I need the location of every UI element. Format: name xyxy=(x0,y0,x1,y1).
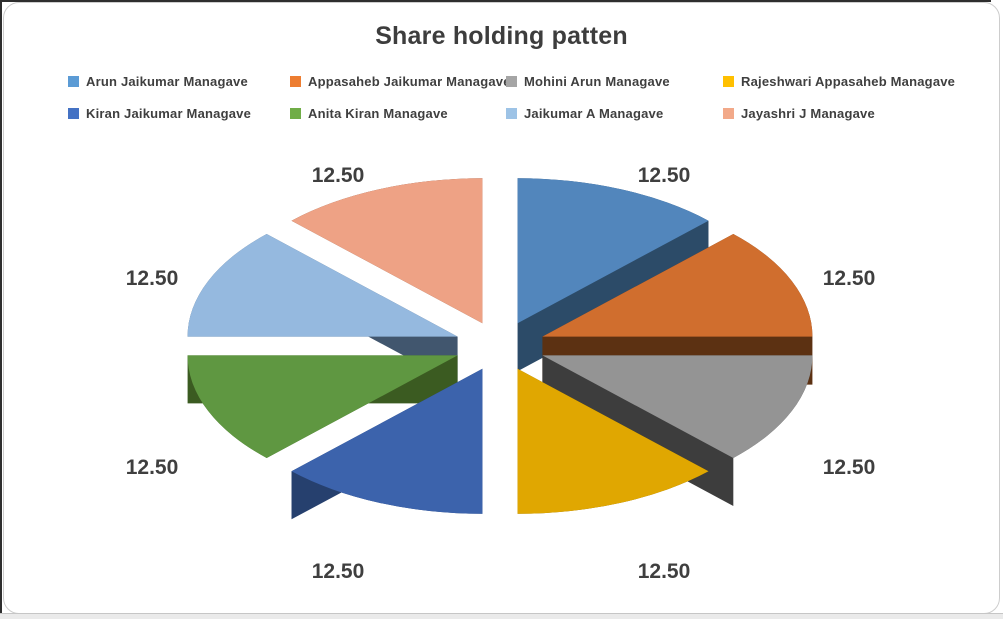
legend-item-appasaheb-jaikumar-managave[interactable]: Appasaheb Jaikumar Managave xyxy=(290,71,511,91)
legend-color-swatch xyxy=(68,107,79,119)
legend-item-jaikumar-a-managave[interactable]: Jaikumar A Managave xyxy=(506,103,663,123)
legend-item-arun-jaikumar-managave[interactable]: Arun Jaikumar Managave xyxy=(68,71,248,91)
window-edge-bottom xyxy=(0,613,1003,619)
legend-label: Jaikumar A Managave xyxy=(524,105,664,121)
pie-slice-jaikumar-a-managave[interactable] xyxy=(187,234,458,385)
pie-slice-anita-kiran-managave[interactable] xyxy=(187,355,458,506)
data-label-kiran-jaikumar-managave[interactable]: 12.50 xyxy=(312,560,365,583)
legend-label: Kiran Jaikumar Managave xyxy=(86,105,252,121)
data-label-anita-kiran-managave[interactable]: 12.50 xyxy=(126,456,179,479)
pie-slice-top-face xyxy=(187,355,458,458)
legend-color-swatch xyxy=(506,107,517,119)
legend-item-jayashri-j-managave[interactable]: Jayashri J Managave xyxy=(723,103,875,123)
legend-color-swatch xyxy=(290,107,301,119)
legend-item-rajeshwari-appasaheb-managave[interactable]: Rajeshwari Appasaheb Managave xyxy=(723,71,955,91)
pie-slice-top-face xyxy=(542,234,813,337)
data-label-jaikumar-a-managave[interactable]: 12.50 xyxy=(126,267,179,290)
chart-title[interactable]: Share holding patten xyxy=(375,22,628,50)
data-label-arun-jaikumar-managave[interactable]: 12.50 xyxy=(638,164,691,187)
pie-slice-top-face xyxy=(517,368,709,514)
pie-slice-top-face xyxy=(291,368,483,514)
legend-color-swatch xyxy=(506,75,517,87)
legend-item-mohini-arun-managave[interactable]: Mohini Arun Managave xyxy=(506,71,670,91)
legend-label: Appasaheb Jaikumar Managave xyxy=(308,73,511,89)
pie-slice-appasaheb-jaikumar-managave[interactable] xyxy=(542,234,813,385)
legend-item-anita-kiran-managave[interactable]: Anita Kiran Managave xyxy=(290,103,448,123)
pie-slice-top-face xyxy=(187,234,458,337)
legend-item-kiran-jaikumar-managave[interactable]: Kiran Jaikumar Managave xyxy=(68,103,251,123)
pie-slice-top-face xyxy=(517,178,709,324)
legend-label: Rajeshwari Appasaheb Managave xyxy=(741,73,956,89)
pie-slice-jayashri-j-managave[interactable] xyxy=(291,178,483,372)
data-label-rajeshwari-appasaheb-managave[interactable]: 12.50 xyxy=(638,560,691,583)
window-edge-left xyxy=(0,0,2,614)
pie-slice-mohini-arun-managave[interactable] xyxy=(542,355,813,506)
data-label-mohini-arun-managave[interactable]: 12.50 xyxy=(823,456,876,479)
legend-color-swatch xyxy=(290,75,301,87)
legend: Arun Jaikumar Managave Appasaheb Jaikumar… xyxy=(0,0,1003,140)
pie-slice-rajeshwari-appasaheb-managave[interactable] xyxy=(517,368,709,562)
legend-label: Mohini Arun Managave xyxy=(524,73,670,89)
legend-label: Jayashri J Managave xyxy=(741,105,875,121)
data-label-jayashri-j-managave[interactable]: 12.50 xyxy=(312,164,365,187)
legend-color-swatch xyxy=(723,107,734,119)
legend-color-swatch xyxy=(723,75,734,87)
window-edge-top xyxy=(0,0,991,2)
pie-slice-top-face xyxy=(291,178,483,324)
legend-label: Arun Jaikumar Managave xyxy=(86,73,248,89)
data-label-appasaheb-jaikumar-managave[interactable]: 12.50 xyxy=(823,267,876,290)
legend-color-swatch xyxy=(68,75,79,87)
legend-label: Anita Kiran Managave xyxy=(308,105,448,121)
pie-slice-kiran-jaikumar-managave[interactable] xyxy=(291,368,483,562)
pie-slice-arun-jaikumar-managave[interactable] xyxy=(517,178,709,372)
pie-slice-top-face xyxy=(542,355,813,458)
